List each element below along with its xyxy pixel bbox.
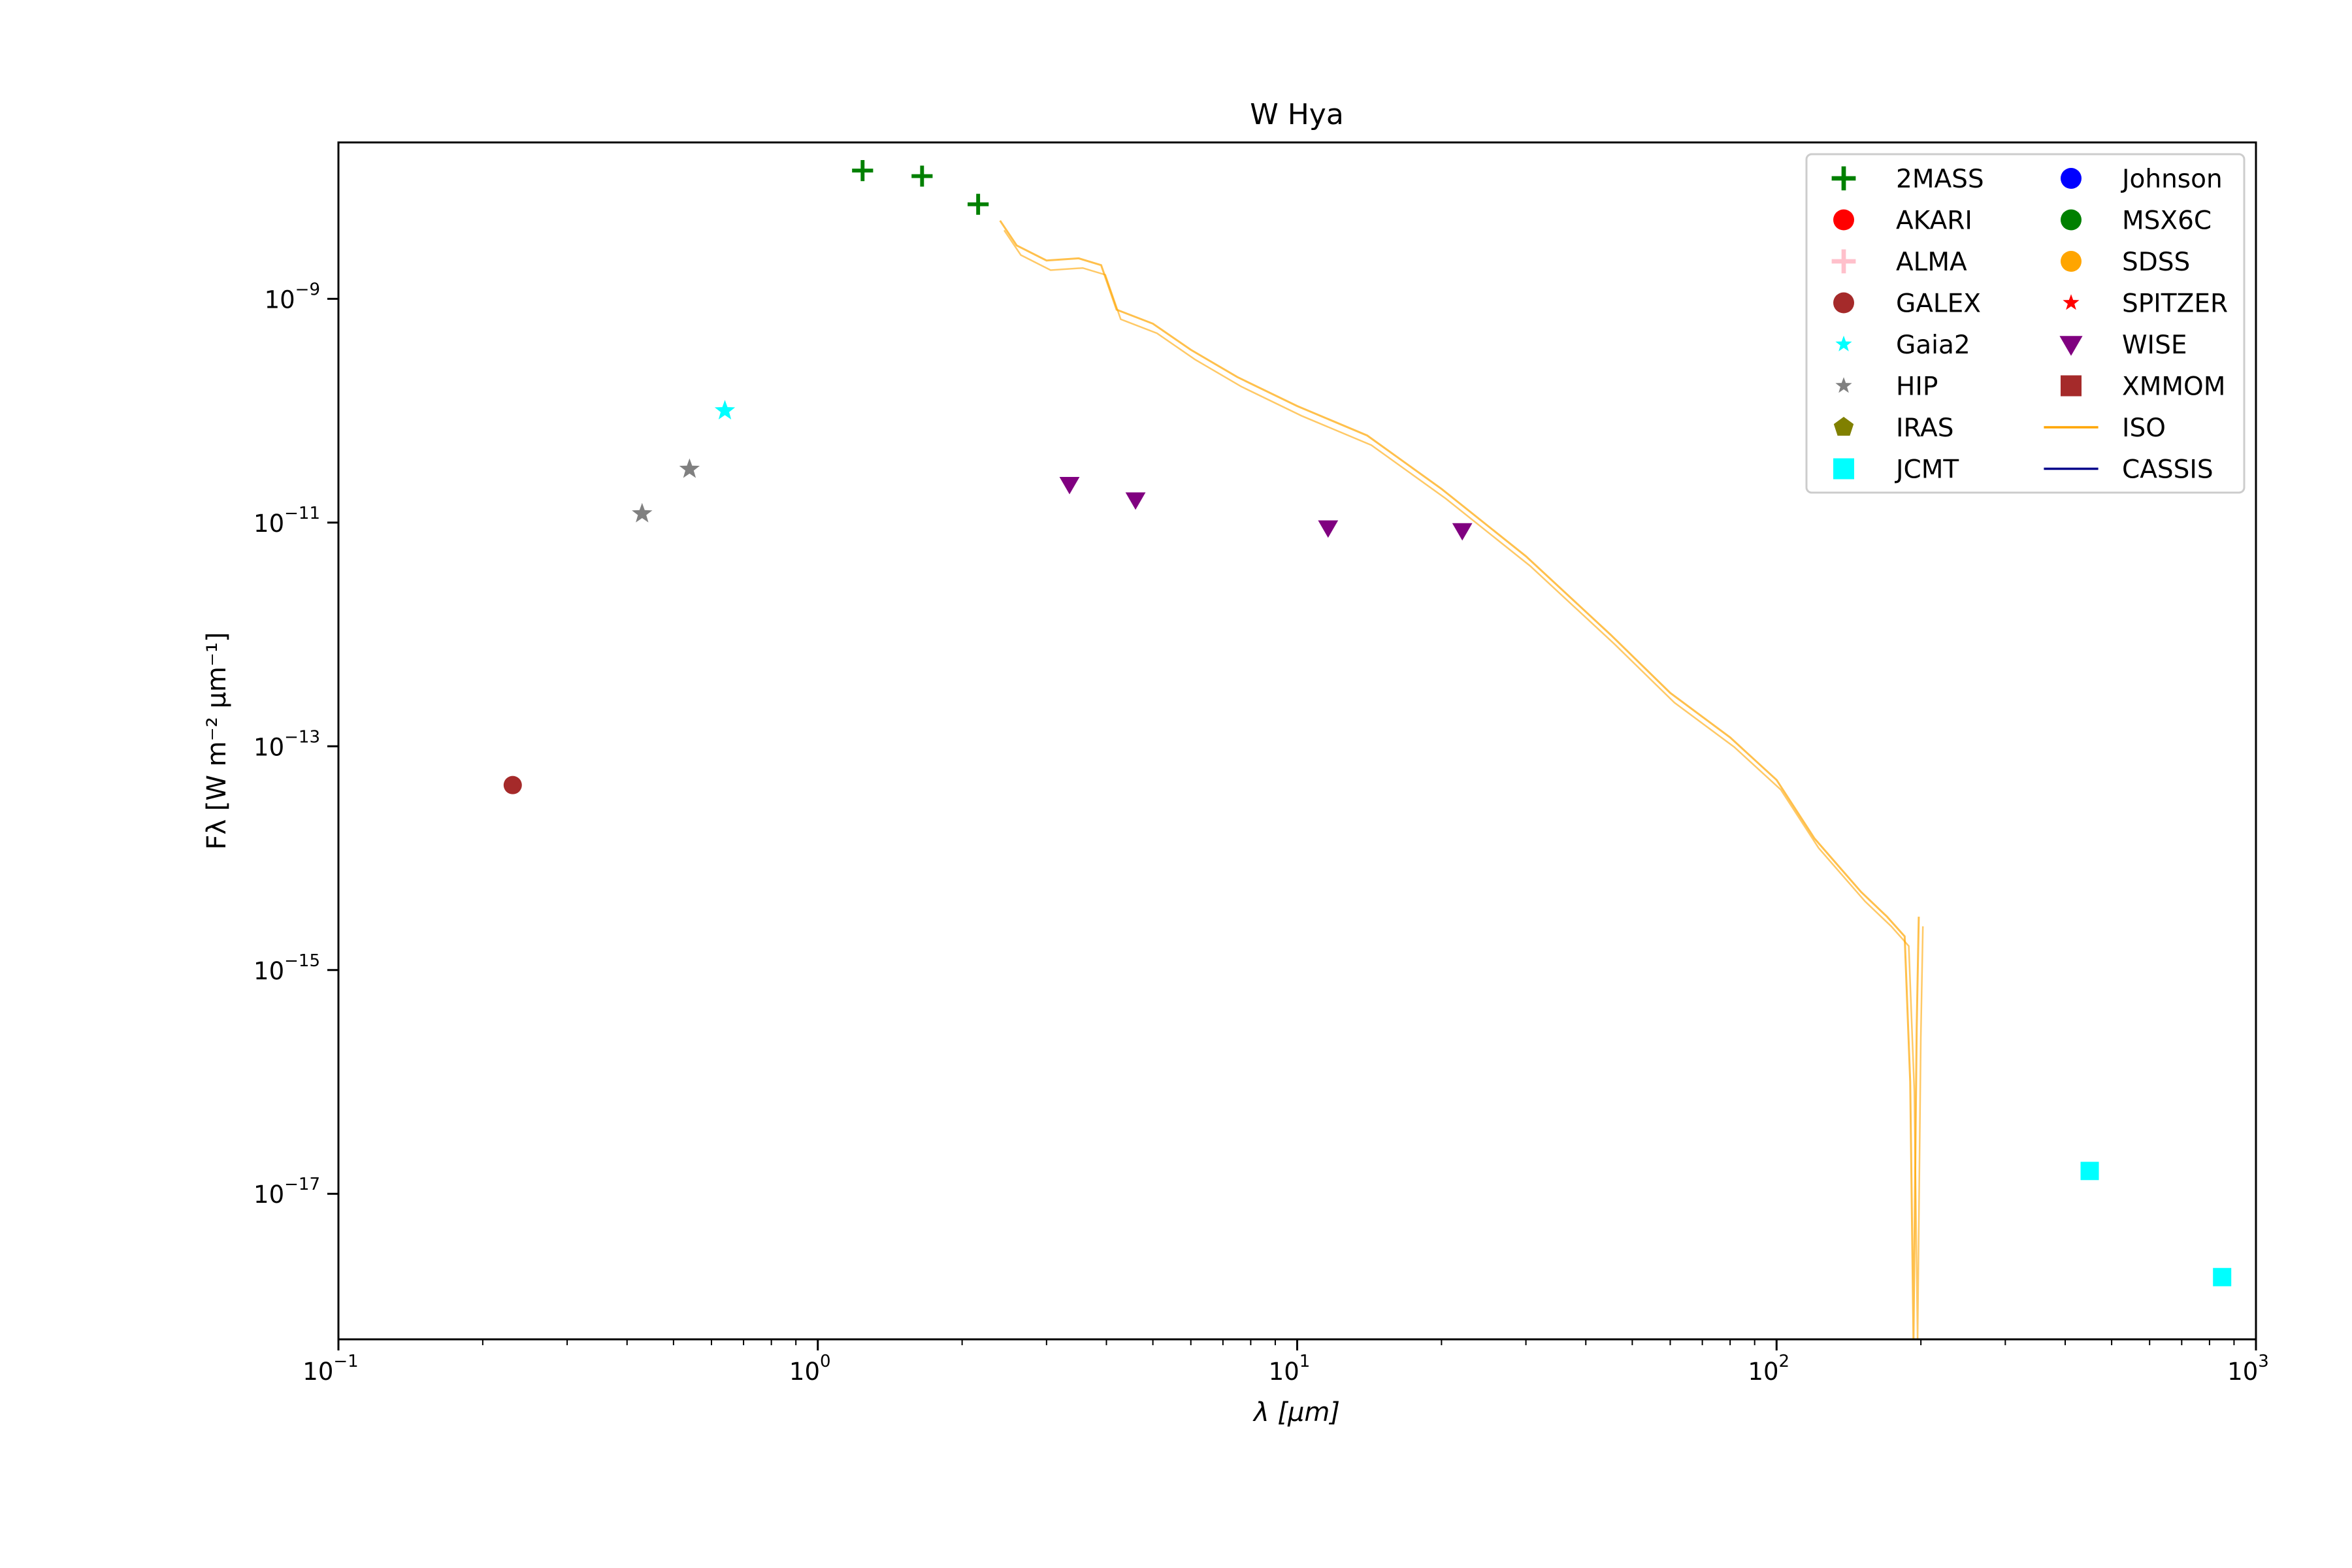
legend-marker-wise bbox=[2059, 336, 2083, 356]
legend-label-msx6c: MSX6C bbox=[2122, 206, 2212, 236]
legend-marker-akari bbox=[1833, 209, 1854, 231]
legend-label-akari: AKARI bbox=[1896, 206, 1972, 236]
legend-label-cassis: CASSIS bbox=[2122, 455, 2213, 485]
y-tick-label-5: 10−9 bbox=[265, 280, 320, 314]
y-axis-ticks: 10−17 10−15 10−13 10−11 10−9 bbox=[253, 280, 338, 1209]
legend-label-spitzer: SPITZER bbox=[2122, 289, 2228, 319]
y-tick-label-4: 10−11 bbox=[253, 504, 320, 538]
legend-label-2mass: 2MASS bbox=[1896, 165, 1984, 194]
x-tick-label-5: 103 bbox=[2227, 1352, 2269, 1386]
x-tick-label-3: 101 bbox=[1269, 1352, 1311, 1386]
legend-label-sdss: SDSS bbox=[2122, 248, 2190, 277]
x-axis-ticks: 10−1 100 101 102 103 bbox=[302, 1339, 2269, 1386]
legend-label-xmmom: XMMOM bbox=[2122, 372, 2225, 402]
point-wise-2 bbox=[1125, 492, 1146, 510]
legend: 2MASS AKARI ALMA GALEX Gaia2 HIP IRAS JCMT Johns… bbox=[1805, 153, 2246, 494]
legend-marker-hip bbox=[1835, 377, 1852, 393]
point-wise-1 bbox=[1059, 477, 1080, 495]
legend-label-jcmt: JCMT bbox=[1894, 455, 1959, 485]
legend-marker-msx6c bbox=[2061, 209, 2082, 231]
legend-marker-jcmt bbox=[1833, 458, 1854, 480]
legend-label-gaia2: Gaia2 bbox=[1896, 331, 1970, 360]
legend-label-iras: IRAS bbox=[1896, 414, 1953, 443]
point-jcmt-2 bbox=[2213, 1267, 2232, 1286]
legend-marker-2mass bbox=[1831, 166, 1856, 191]
x-axis-label: λ [μm] bbox=[1252, 1397, 1340, 1428]
legend-box bbox=[1805, 153, 2246, 494]
legend-marker-sdss bbox=[2061, 251, 2082, 272]
legend-label-johnson: Johnson bbox=[2120, 165, 2223, 194]
legend-label-iso: ISO bbox=[2122, 414, 2166, 443]
point-2mass-3 bbox=[968, 193, 989, 215]
point-hip-2 bbox=[679, 458, 700, 478]
x-tick-label-1: 10−1 bbox=[302, 1352, 358, 1386]
y-tick-label-2: 10−15 bbox=[253, 951, 320, 985]
y-axis-label: Fλ [W m⁻² μm⁻¹] bbox=[202, 632, 232, 849]
legend-marker-alma bbox=[1831, 249, 1856, 274]
legend-marker-johnson bbox=[2061, 168, 2082, 189]
point-jcmt-1 bbox=[2080, 1162, 2099, 1181]
legend-marker-xmmom bbox=[2061, 375, 2082, 397]
photometry-points-layer bbox=[503, 160, 2232, 1286]
y-tick-label-3: 10−13 bbox=[253, 727, 320, 761]
legend-label-hip: HIP bbox=[1896, 372, 1938, 402]
point-gaia2-1 bbox=[714, 400, 736, 419]
legend-label-galex: GALEX bbox=[1896, 289, 1981, 319]
iso-spectrum-layer bbox=[999, 220, 1924, 1340]
point-galex-1 bbox=[503, 776, 522, 794]
point-hip-1 bbox=[632, 502, 653, 523]
point-wise-3 bbox=[1318, 520, 1339, 538]
point-2mass-1 bbox=[852, 160, 874, 182]
point-2mass-2 bbox=[911, 165, 933, 187]
legend-marker-spitzer bbox=[2063, 294, 2080, 310]
legend-marker-gaia2 bbox=[1835, 335, 1852, 351]
x-tick-label-2: 100 bbox=[789, 1352, 831, 1386]
legend-label-wise: WISE bbox=[2122, 331, 2187, 360]
y-tick-label-1: 10−17 bbox=[253, 1175, 320, 1209]
legend-marker-iras bbox=[1833, 417, 1854, 436]
legend-label-alma: ALMA bbox=[1896, 248, 1967, 277]
chart-title: W Hya bbox=[1250, 98, 1344, 131]
series-iso-line-2 bbox=[1003, 229, 1924, 1340]
series-iso-line bbox=[999, 220, 1920, 1340]
legend-marker-galex bbox=[1833, 292, 1854, 314]
point-wise-4 bbox=[1452, 523, 1473, 541]
x-tick-label-4: 102 bbox=[1748, 1352, 1789, 1386]
